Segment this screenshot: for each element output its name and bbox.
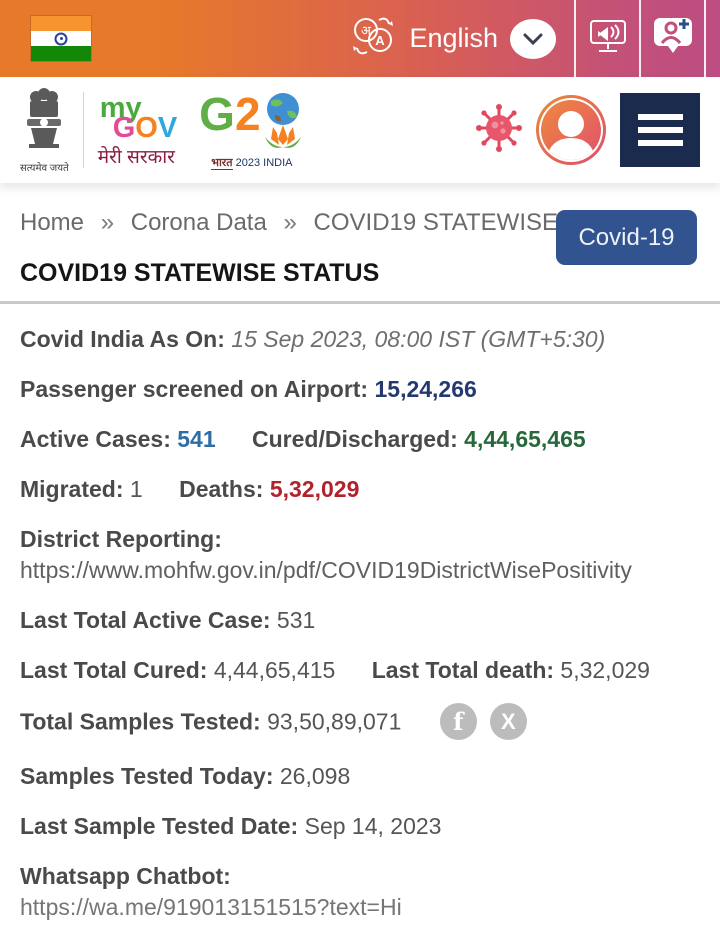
- x-icon[interactable]: X: [489, 703, 527, 740]
- national-emblem: सत्यमेव जयते: [20, 87, 69, 174]
- stat-district-reporting: District Reporting: https://www.mohfw.go…: [20, 524, 720, 586]
- chevron-down-icon[interactable]: [510, 18, 556, 59]
- title-divider: [0, 301, 720, 304]
- whatsapp-chatbot-url: https://wa.me/919013151515?text=Hi: [20, 894, 402, 920]
- signup-button[interactable]: [639, 0, 704, 77]
- social-share: f X: [439, 703, 527, 740]
- stat-total-samples: Total Samples Tested: 93,50,89,071 f X: [20, 703, 720, 742]
- stat-last-active: Last Total Active Case: 531: [20, 607, 316, 633]
- stat-migrated-deaths: Migrated: 1 Deaths: 5,32,029: [20, 476, 360, 502]
- covid-19-button[interactable]: Covid-19: [556, 210, 697, 265]
- screen-announcement-icon: [587, 15, 629, 62]
- hamburger-icon: [637, 114, 683, 120]
- district-reporting-url: https://www.mohfw.gov.in/pdf/COVID19Dist…: [20, 557, 632, 583]
- stat-last-cured-death: Last Total Cured: 4,44,65,415 Last Total…: [20, 657, 650, 683]
- avatar[interactable]: [536, 95, 606, 165]
- screen-reader-button[interactable]: [574, 0, 639, 77]
- stat-whatsapp-chatbot: Whatsapp Chatbot: https://wa.me/91901315…: [20, 861, 720, 923]
- emblem-caption: सत्यमेव जयते: [20, 162, 69, 174]
- top-bar: अ A English: [0, 0, 720, 77]
- g20-globe-icon: [261, 91, 305, 153]
- ashoka-emblem-icon: [21, 87, 67, 158]
- india-flag: [30, 15, 92, 62]
- breadcrumb-section: Home » Corona Data » COVID19 STATEWISE S…: [0, 183, 720, 265]
- header-divider: [82, 92, 84, 168]
- stat-samples-today: Samples Tested Today: 26,098: [20, 763, 351, 789]
- covid-virus-icon[interactable]: [476, 103, 522, 157]
- svg-text:A: A: [376, 33, 386, 48]
- breadcrumb-home[interactable]: Home: [20, 209, 85, 236]
- covid-stats: Covid India As On: 15 Sep 2023, 08:00 IS…: [0, 304, 720, 923]
- hamburger-menu-button[interactable]: [620, 93, 700, 167]
- g20-caption: भारत 2023 INDIA: [211, 156, 293, 170]
- breadcrumb-separator: »: [100, 209, 115, 236]
- stat-passenger-screened: Passenger screened on Airport: 15,24,266: [20, 376, 477, 402]
- user-silhouette-icon: [546, 111, 596, 160]
- mygov-logo[interactable]: my GOV मेरी सरकार: [97, 91, 178, 168]
- page-title: COVID19 STATEWISE STATUS: [20, 259, 380, 287]
- ashoka-chakra-icon: [54, 32, 68, 45]
- stat-last-sample-date: Last Sample Tested Date: Sep 14, 2023: [20, 813, 442, 839]
- translate-icon: अ A: [349, 14, 397, 63]
- stat-active-cured: Active Cases: 541 Cured/Discharged: 4,44…: [20, 426, 586, 452]
- breadcrumb-corona-data[interactable]: Corona Data: [130, 209, 267, 236]
- facebook-icon[interactable]: f: [439, 703, 477, 740]
- signup-icon: [650, 14, 696, 63]
- mygov-caption: मेरी सरकार: [97, 146, 175, 168]
- language-label: English: [409, 23, 498, 53]
- svg-text:अ: अ: [361, 24, 372, 39]
- language-selector[interactable]: अ A English: [349, 14, 556, 63]
- breadcrumb-separator: »: [283, 209, 297, 236]
- stat-as-on: Covid India As On: 15 Sep 2023, 08:00 IS…: [20, 326, 606, 352]
